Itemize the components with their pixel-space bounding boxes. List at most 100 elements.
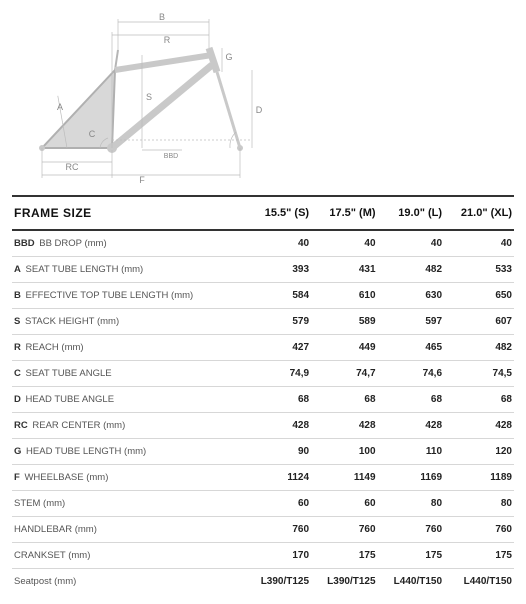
row-label: STEM (mm) bbox=[12, 491, 245, 517]
header-framesize: FRAME SIZE bbox=[12, 196, 245, 230]
cell-value: 393 bbox=[245, 257, 311, 283]
table-row: RC REAR CENTER (mm)428428428428 bbox=[12, 413, 514, 439]
row-name: REACH (mm) bbox=[26, 342, 84, 353]
table-row: S STACK HEIGHT (mm)579589597607 bbox=[12, 309, 514, 335]
row-code: D bbox=[14, 394, 21, 405]
cell-value: 175 bbox=[444, 543, 514, 569]
col-m: 17.5" (M) bbox=[311, 196, 377, 230]
cell-value: 1149 bbox=[311, 465, 377, 491]
cell-value: 482 bbox=[444, 335, 514, 361]
cell-value: 74,6 bbox=[378, 361, 444, 387]
col-s: 15.5" (S) bbox=[245, 196, 311, 230]
table-row: B EFFECTIVE TOP TUBE LENGTH (mm)58461063… bbox=[12, 283, 514, 309]
table-row: G HEAD TUBE LENGTH (mm)90100110120 bbox=[12, 439, 514, 465]
cell-value: 597 bbox=[378, 309, 444, 335]
row-label: RC REAR CENTER (mm) bbox=[12, 413, 245, 439]
label-c: C bbox=[89, 129, 96, 139]
table-row: Seatpost (mm)L390/T125L390/T125L440/T150… bbox=[12, 569, 514, 595]
cell-value: 760 bbox=[311, 517, 377, 543]
table-header-row: FRAME SIZE 15.5" (S) 17.5" (M) 19.0" (L)… bbox=[12, 196, 514, 230]
col-l: 19.0" (L) bbox=[378, 196, 444, 230]
row-label: Seatpost (mm) bbox=[12, 569, 245, 595]
row-code: F bbox=[14, 472, 20, 483]
cell-value: 607 bbox=[444, 309, 514, 335]
cell-value: 60 bbox=[245, 491, 311, 517]
row-code: C bbox=[14, 368, 21, 379]
row-code: BBD bbox=[14, 238, 35, 249]
cell-value: 175 bbox=[378, 543, 444, 569]
diagram-svg: B R G S A C D BBD RC F bbox=[12, 10, 272, 185]
row-name: STEM (mm) bbox=[14, 498, 65, 509]
cell-value: 428 bbox=[311, 413, 377, 439]
table-row: STEM (mm)60608080 bbox=[12, 491, 514, 517]
cell-value: 1169 bbox=[378, 465, 444, 491]
cell-value: 428 bbox=[444, 413, 514, 439]
row-code: S bbox=[14, 316, 20, 327]
cell-value: 170 bbox=[245, 543, 311, 569]
label-d: D bbox=[256, 105, 263, 115]
table-row: F WHEELBASE (mm)1124114911691189 bbox=[12, 465, 514, 491]
label-r: R bbox=[164, 35, 171, 45]
row-name: Seatpost (mm) bbox=[14, 576, 76, 587]
row-name: BB DROP (mm) bbox=[39, 238, 106, 249]
row-label: A SEAT TUBE LENGTH (mm) bbox=[12, 257, 245, 283]
row-name: WHEELBASE (mm) bbox=[24, 472, 108, 483]
col-xl: 21.0" (XL) bbox=[444, 196, 514, 230]
row-name: STACK HEIGHT (mm) bbox=[25, 316, 119, 327]
row-label: CRANKSET (mm) bbox=[12, 543, 245, 569]
cell-value: 40 bbox=[245, 230, 311, 257]
table-row: D HEAD TUBE ANGLE68686868 bbox=[12, 387, 514, 413]
cell-value: L390/T125 bbox=[245, 569, 311, 595]
cell-value: 120 bbox=[444, 439, 514, 465]
cell-value: L390/T125 bbox=[311, 569, 377, 595]
table-row: CRANKSET (mm)170175175175 bbox=[12, 543, 514, 569]
cell-value: 610 bbox=[311, 283, 377, 309]
cell-value: 465 bbox=[378, 335, 444, 361]
cell-value: 533 bbox=[444, 257, 514, 283]
cell-value: L440/T150 bbox=[444, 569, 514, 595]
cell-value: 630 bbox=[378, 283, 444, 309]
row-label: F WHEELBASE (mm) bbox=[12, 465, 245, 491]
cell-value: 760 bbox=[245, 517, 311, 543]
cell-value: 428 bbox=[245, 413, 311, 439]
row-label: BBD BB DROP (mm) bbox=[12, 230, 245, 257]
label-g: G bbox=[225, 52, 232, 62]
cell-value: 760 bbox=[378, 517, 444, 543]
row-name: HANDLEBAR (mm) bbox=[14, 524, 97, 535]
cell-value: 1189 bbox=[444, 465, 514, 491]
row-code: B bbox=[14, 290, 21, 301]
table-row: R REACH (mm) 427449465482 bbox=[12, 335, 514, 361]
cell-value: 579 bbox=[245, 309, 311, 335]
cell-value: 68 bbox=[245, 387, 311, 413]
cell-value: 80 bbox=[378, 491, 444, 517]
cell-value: 74,5 bbox=[444, 361, 514, 387]
cell-value: 760 bbox=[444, 517, 514, 543]
row-code: A bbox=[14, 264, 21, 275]
cell-value: 427 bbox=[245, 335, 311, 361]
label-bbd: BBD bbox=[164, 153, 178, 160]
table-row: A SEAT TUBE LENGTH (mm)393431482533 bbox=[12, 257, 514, 283]
cell-value: 90 bbox=[245, 439, 311, 465]
cell-value: 40 bbox=[311, 230, 377, 257]
row-code: G bbox=[14, 446, 21, 457]
cell-value: 449 bbox=[311, 335, 377, 361]
table-row: HANDLEBAR (mm)760760760760 bbox=[12, 517, 514, 543]
row-code: R bbox=[14, 342, 21, 353]
row-label: D HEAD TUBE ANGLE bbox=[12, 387, 245, 413]
cell-value: 110 bbox=[378, 439, 444, 465]
row-name: CRANKSET (mm) bbox=[14, 550, 90, 561]
cell-value: 80 bbox=[444, 491, 514, 517]
cell-value: 68 bbox=[378, 387, 444, 413]
row-label: S STACK HEIGHT (mm) bbox=[12, 309, 245, 335]
label-b: B bbox=[159, 12, 165, 22]
label-f: F bbox=[139, 175, 145, 185]
cell-value: 74,7 bbox=[311, 361, 377, 387]
cell-value: 428 bbox=[378, 413, 444, 439]
geometry-table: FRAME SIZE 15.5" (S) 17.5" (M) 19.0" (L)… bbox=[12, 195, 514, 594]
row-label: HANDLEBAR (mm) bbox=[12, 517, 245, 543]
cell-value: 650 bbox=[444, 283, 514, 309]
label-s: S bbox=[146, 92, 152, 102]
row-name: HEAD TUBE ANGLE bbox=[26, 394, 115, 405]
cell-value: L440/T150 bbox=[378, 569, 444, 595]
row-name: HEAD TUBE LENGTH (mm) bbox=[26, 446, 146, 457]
